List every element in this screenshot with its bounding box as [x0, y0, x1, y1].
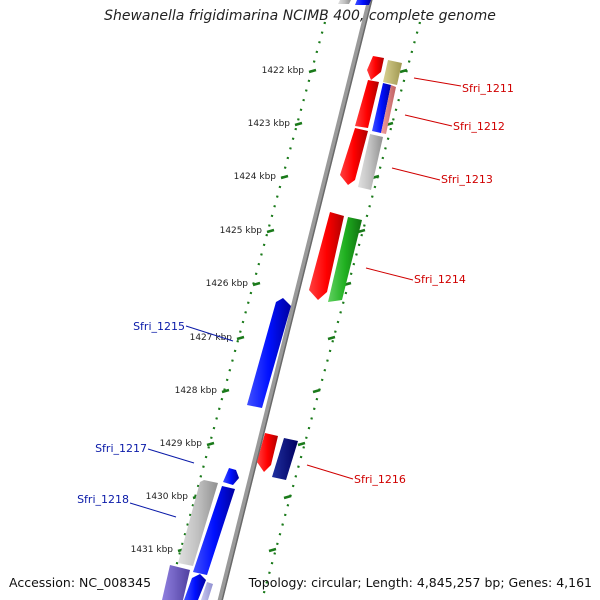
gene-label-sfri-1217[interactable]: Sfri_1217: [95, 442, 147, 455]
scale-label: 1428 kbp: [175, 386, 218, 396]
gene-gray-1213[interactable]: [358, 134, 383, 190]
scale-tick-left: [280, 174, 289, 180]
scale-tick-left: [308, 68, 317, 74]
gene-gray-top[interactable]: [338, 0, 351, 4]
scale-tick-right: [399, 68, 408, 74]
scale-tick-left: [266, 228, 275, 234]
scale-tick-left: [206, 441, 215, 447]
map-title: Shewanella frigidimarina NCIMB 400, comp…: [104, 8, 496, 24]
scale-label: 1425 kbp: [220, 226, 263, 236]
gene-label-sfri-1213[interactable]: Sfri_1213: [441, 173, 493, 186]
scale-tick-right: [357, 228, 366, 234]
gene-blue-1215[interactable]: [247, 298, 291, 408]
gene-label-sfri-1214[interactable]: Sfri_1214: [414, 273, 466, 286]
scale-label: 1423 kbp: [248, 119, 291, 129]
scale-label: 1424 kbp: [234, 172, 277, 182]
gene-features: [162, 0, 402, 600]
gene-red-1211[interactable]: [367, 56, 384, 80]
label-leaders: [129, 77, 462, 518]
gene-olive-1211[interactable]: [383, 60, 402, 85]
gene-navy-1216[interactable]: [272, 438, 298, 480]
scale-label: 1430 kbp: [146, 492, 189, 502]
accession-text: Accession: NC_008345: [9, 575, 152, 590]
scale-tick-right: [268, 547, 277, 553]
gene-blue-bottom[interactable]: [184, 574, 206, 600]
scale-tick-left: [252, 281, 261, 287]
gene-blue-top[interactable]: [355, 0, 371, 5]
gene-red-1213[interactable]: [340, 128, 368, 185]
gene-label-sfri-1218[interactable]: Sfri_1218: [77, 493, 129, 506]
scale-ticks: [177, 68, 408, 553]
scale-labels: 1422 kbp 1423 kbp 1424 kbp 1425 kbp 1426 kbp…: [131, 66, 305, 555]
gene-label-sfri-1212[interactable]: Sfri_1212: [453, 120, 505, 133]
scale-tick-right: [312, 388, 321, 394]
scale-label: 1422 kbp: [262, 66, 305, 76]
topology-text: Topology: circular; Length: 4,845,257 bp…: [248, 575, 592, 590]
gene-purple-bottom[interactable]: [162, 565, 190, 600]
gene-lavender-bottom[interactable]: [201, 582, 213, 600]
gene-blue-1212[interactable]: [372, 83, 391, 133]
gene-red-1212[interactable]: [355, 80, 379, 128]
gene-label-sfri-1211[interactable]: Sfri_1211: [462, 82, 514, 95]
gene-red-1216[interactable]: [257, 433, 278, 472]
gene-blue-1218[interactable]: [193, 486, 235, 575]
gene-label-sfri-1216[interactable]: Sfri_1216: [354, 473, 406, 486]
gene-green-1214[interactable]: [328, 217, 362, 302]
scale-tick-left: [221, 388, 230, 394]
gene-labels: Sfri_1211 Sfri_1212 Sfri_1213 Sfri_1214 …: [77, 82, 514, 506]
scale-label: 1429 kbp: [160, 439, 203, 449]
genome-backbone: [217, 0, 373, 600]
scale-tick-right: [283, 494, 292, 500]
gene-pink-1212[interactable]: [381, 85, 396, 134]
scale-label: 1426 kbp: [206, 279, 249, 289]
scale-tick-left: [236, 335, 245, 341]
gene-red-1214[interactable]: [309, 212, 344, 300]
scale-label: 1427 kbp: [190, 333, 233, 343]
gene-blue-1217[interactable]: [223, 468, 239, 485]
scale-tick-left: [294, 121, 303, 127]
gene-gray-1218[interactable]: [178, 480, 218, 566]
scale-label: 1431 kbp: [131, 545, 174, 555]
gene-label-sfri-1215[interactable]: Sfri_1215: [133, 320, 185, 333]
scale-tick-right: [297, 441, 306, 447]
scale-tick-right: [327, 335, 336, 341]
